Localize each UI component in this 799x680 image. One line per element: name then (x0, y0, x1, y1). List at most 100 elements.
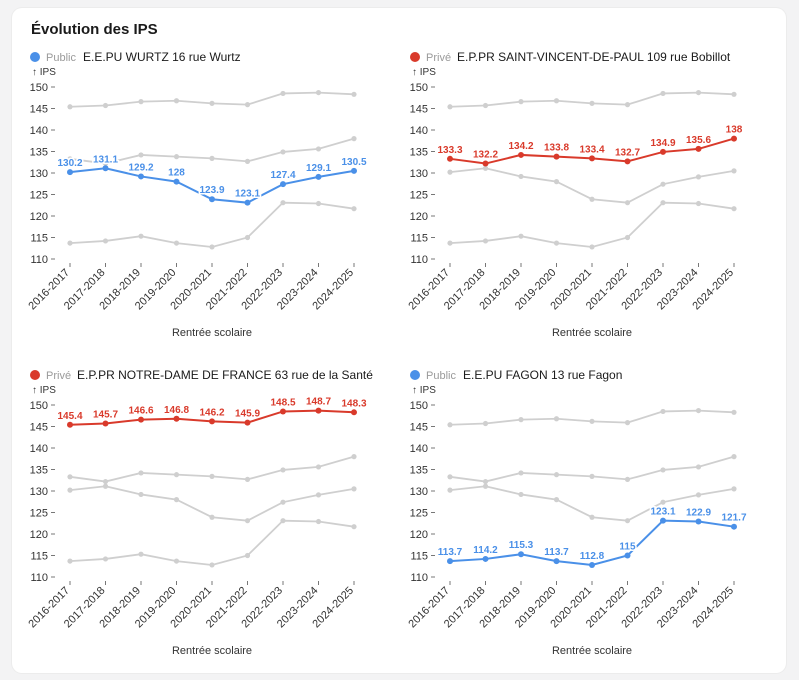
comparison-point (447, 474, 453, 480)
series-point (280, 181, 286, 188)
series-point (447, 155, 453, 162)
comparison-point (102, 102, 109, 109)
data-label: 131.1 (93, 154, 118, 165)
series-point (518, 151, 524, 158)
y-tick-label: 125 (410, 190, 428, 202)
comparison-point (173, 240, 180, 246)
x-axis-label: Rentrée scolaire (552, 645, 632, 657)
y-tick-label: 120 (410, 211, 428, 223)
series-point (624, 158, 631, 165)
y-tick-label: 145 (410, 422, 428, 434)
y-tick-label: 150 (410, 400, 428, 412)
comparison-point (209, 155, 215, 161)
comparison-point (138, 233, 144, 239)
comparison-point (447, 169, 453, 175)
comparison-point (102, 160, 109, 167)
comparison-point (138, 491, 144, 498)
series-point (482, 555, 489, 562)
comparison-point (351, 486, 357, 492)
data-label: 123.9 (199, 185, 224, 196)
comparison-point (660, 467, 666, 473)
comparison-point (209, 562, 215, 568)
data-label: 129.1 (306, 163, 331, 174)
comparison-point (695, 464, 702, 470)
data-label: 132.2 (473, 150, 498, 161)
y-tick-label: 110 (30, 572, 48, 584)
comparison-point (315, 89, 322, 96)
data-label: 128 (168, 168, 185, 179)
comparison-point (280, 90, 286, 97)
comparison-point (624, 476, 631, 482)
comparison-point (695, 89, 702, 96)
comparison-point (102, 483, 109, 489)
y-tick-label: 140 (30, 125, 48, 137)
chart-panel-2: Privé E.P.PR SAINT-VINCENT-DE-PAUL 109 ru… (406, 50, 744, 339)
data-label: 112.8 (580, 551, 605, 562)
data-label: 130.2 (57, 158, 82, 169)
comparison-point (67, 487, 73, 493)
legend-kind: Public (426, 370, 456, 382)
data-label: 123.1 (235, 189, 260, 200)
comparison-point (67, 156, 73, 162)
y-tick-label: 115 (30, 233, 48, 245)
comparison-point (731, 91, 737, 97)
comparison-point (660, 499, 666, 505)
data-label: 113.7 (438, 547, 463, 558)
comparison-point (351, 91, 357, 97)
comparison-point (173, 472, 180, 478)
comparison-point (482, 478, 489, 485)
y-tick-label: 145 (410, 104, 428, 116)
comparison-point (351, 206, 357, 212)
data-label: 113.7 (544, 547, 569, 558)
y-tick-label: 130 (410, 486, 428, 498)
series-point (209, 196, 215, 203)
comparison-point (518, 173, 524, 180)
x-axis-label: Rentrée scolaire (172, 645, 252, 657)
y-tick-label: 150 (30, 82, 48, 94)
comparison-point (589, 244, 595, 250)
y-tick-label: 135 (410, 465, 428, 477)
comparison-point (138, 470, 144, 476)
comparison-point (660, 181, 666, 187)
data-label: 133.3 (437, 145, 462, 156)
comparison-point (102, 556, 109, 562)
comparison-point (553, 497, 560, 503)
comparison-point (731, 486, 737, 492)
y-tick-label: 125 (410, 508, 428, 520)
y-tick-label: 130 (30, 486, 48, 498)
y-tick-label: 130 (30, 168, 48, 180)
comparison-point (67, 240, 73, 246)
data-label: 145.4 (57, 411, 82, 422)
legend-dot (410, 370, 420, 380)
comparison-point (67, 474, 73, 480)
y-tick-label: 150 (30, 400, 48, 412)
chart-panel-1: Public E.E.PU WURTZ 16 rue Wurtz ↑ IPS 110 1… (26, 50, 368, 339)
data-label: 133.4 (579, 144, 604, 155)
series-point (589, 561, 595, 568)
comparison-line (69, 201, 355, 248)
comparison-point (280, 149, 286, 155)
y-tick-label: 115 (410, 551, 428, 563)
comparison-point (518, 233, 524, 239)
comparison-point (553, 416, 560, 422)
data-label: 132.7 (615, 147, 640, 158)
comparison-point (624, 234, 631, 241)
series-point (102, 420, 109, 427)
chart-card (12, 8, 786, 673)
comparison-point (482, 483, 489, 489)
series-point (244, 199, 251, 206)
series-point (482, 160, 489, 167)
legend-dot (30, 52, 40, 62)
series-point (315, 173, 322, 180)
comparison-point (589, 100, 595, 106)
y-tick-label: 135 (30, 147, 48, 159)
comparison-point (695, 492, 702, 498)
x-axis-label: Rentrée scolaire (552, 327, 632, 339)
data-label: 114.2 (473, 545, 498, 556)
data-label: 145.9 (235, 409, 260, 420)
comparison-point (447, 240, 453, 246)
comparison-point (518, 470, 524, 476)
data-label: 121.7 (721, 513, 746, 524)
comparison-point (553, 240, 560, 246)
